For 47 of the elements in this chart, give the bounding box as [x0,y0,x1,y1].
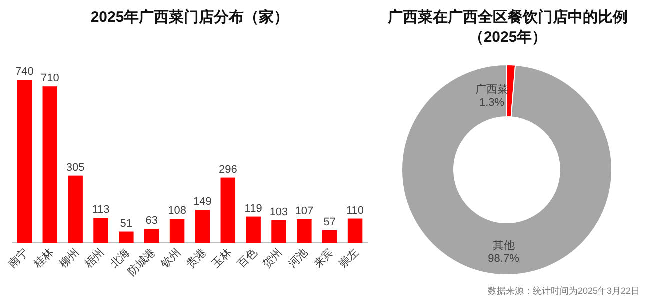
bar [144,229,160,243]
data-label: 1.3% [479,97,505,109]
bar [17,80,32,243]
data-label: 51 [120,218,133,230]
x-tick-label: 桂林 [30,246,56,272]
x-tick-label: 钦州 [158,246,184,272]
x-tick-label: 贺州 [260,246,286,271]
source-note: 数据来源：统计时间为2025年3月22日 [488,286,640,296]
data-label: 110 [346,204,364,217]
data-label: 740 [16,66,34,78]
bar [246,216,261,243]
bar [220,178,236,243]
x-tick-label: 河池 [286,246,311,271]
data-label: 98.7% [488,252,520,265]
bar [297,219,312,243]
data-label: 103 [270,206,288,218]
data-label: 113 [92,204,110,216]
chart-title: 2025年广西菜门店分布（家） [90,8,290,26]
x-tick-label: 崇左 [336,246,362,271]
bar [42,86,58,243]
bar [195,210,210,243]
x-tick-label: 百色 [236,246,260,271]
slice-label: 其他 [492,238,515,252]
data-label: 57 [324,216,336,228]
x-tick-label: 柳州 [56,246,82,271]
data-label: 119 [244,202,262,215]
data-label: 107 [295,205,314,218]
donut-slice [402,64,612,276]
data-label: 296 [218,164,238,176]
bar [272,220,286,243]
data-label: 63 [146,215,158,228]
bar [68,176,83,243]
bar [322,230,338,243]
x-tick-label: 玉林 [210,246,234,271]
data-label: 305 [66,162,85,174]
x-tick-label: 梧州 [82,246,108,272]
bar [170,219,185,243]
data-label: 710 [40,72,60,85]
bar [119,232,134,243]
x-tick-label: 南宁 [6,246,31,271]
x-tick-label: 来宾 [311,246,336,271]
chart-title: 广西菜在广西全区餐饮门店中的比例（2025年） [387,8,628,46]
bar [348,218,363,243]
bar [94,218,108,243]
x-tick-label: 贵港 [184,246,209,271]
data-label: 108 [168,205,186,218]
data-label: 149 [194,196,212,208]
